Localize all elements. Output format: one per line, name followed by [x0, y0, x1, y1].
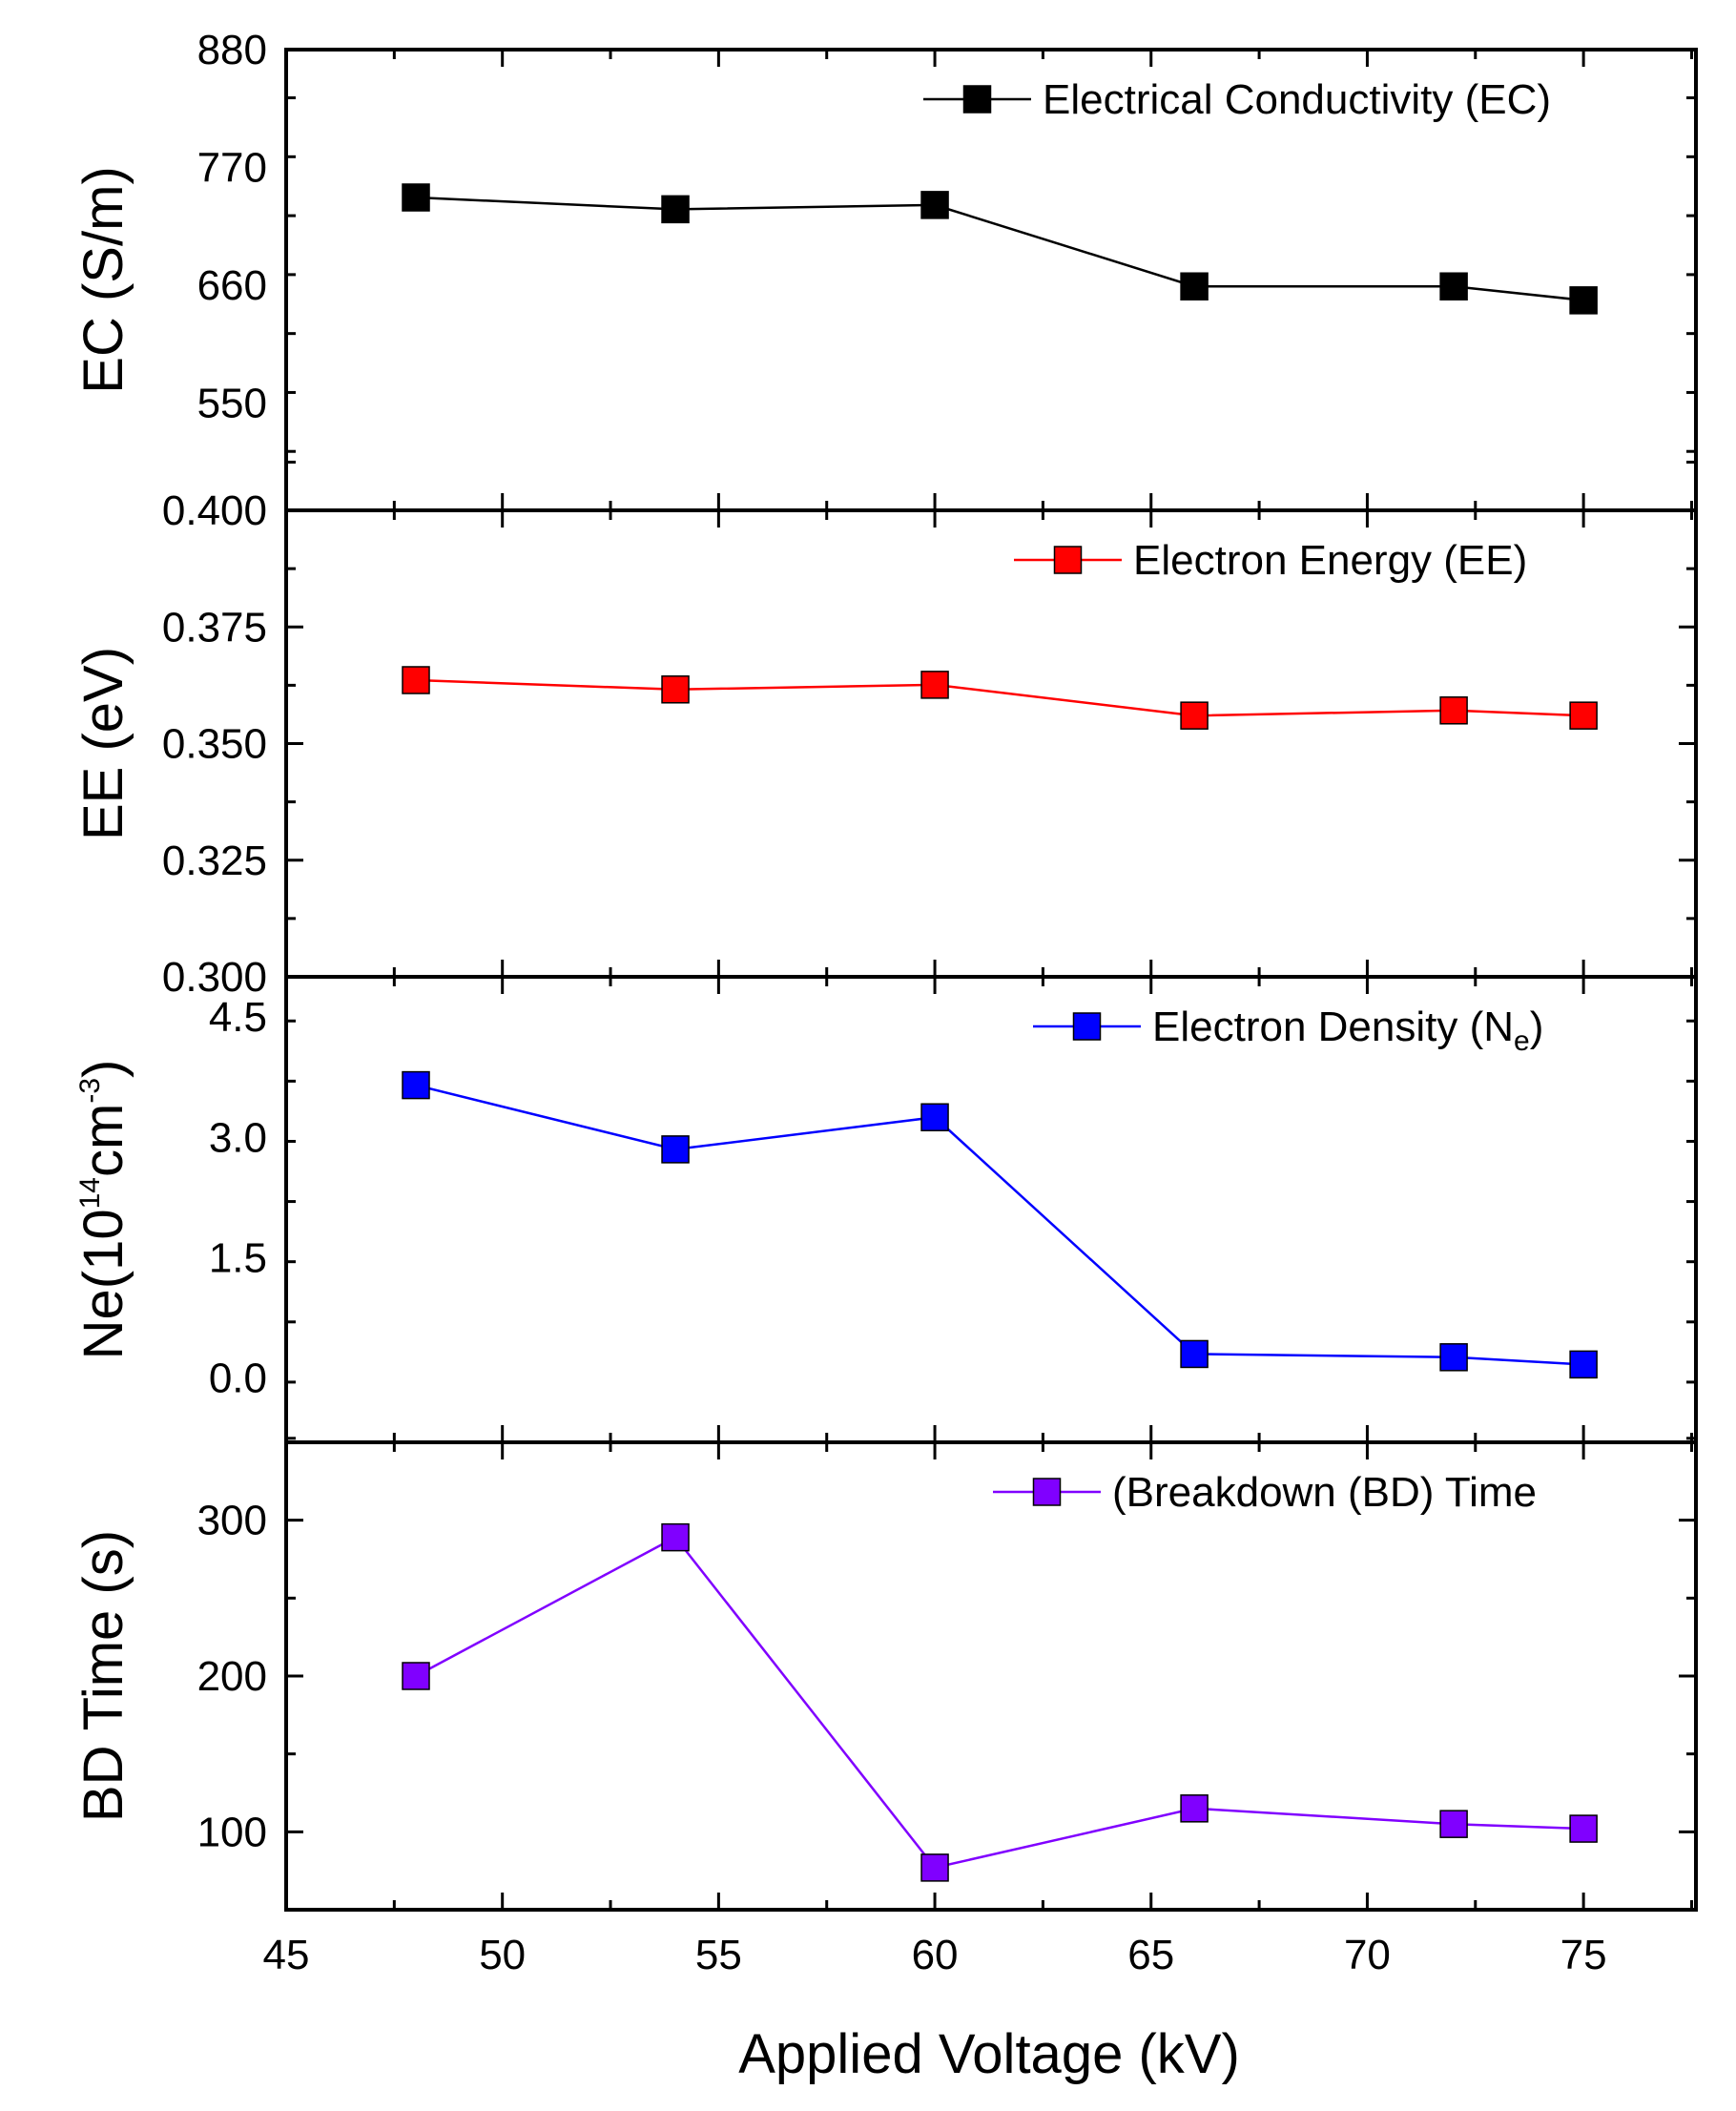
- x-tick-label: 60: [912, 1932, 959, 1978]
- y-tick-label: 3.0: [209, 1114, 267, 1161]
- y-tick-label: 0.0: [209, 1356, 267, 1402]
- series-line: [415, 678, 1584, 717]
- y-tick-label: 0.375: [162, 604, 267, 651]
- data-point: [1439, 1810, 1468, 1838]
- y-axis-title-part: -3: [74, 1078, 106, 1104]
- data-point: [661, 1135, 690, 1164]
- data-point: [1180, 1794, 1209, 1823]
- series-line: [415, 1536, 1584, 1870]
- data-point: [402, 1662, 430, 1690]
- legend-label: Electrical Conductivity (EC): [1043, 76, 1551, 123]
- x-tick-label: 65: [1127, 1932, 1174, 1978]
- data-point: [661, 195, 690, 224]
- data-point: [920, 671, 949, 699]
- x-tick-label: 75: [1560, 1932, 1607, 1978]
- legend-marker: [962, 85, 992, 114]
- data-point: [1180, 272, 1209, 300]
- legend-label: Electron Density (Ne): [1152, 1004, 1543, 1057]
- x-tick-label: 50: [479, 1932, 526, 1978]
- x-axis-title: Applied Voltage (kV): [738, 2023, 1240, 2085]
- data-point: [661, 1522, 690, 1552]
- y-tick-label: 0.325: [162, 838, 267, 884]
- data-point: [1180, 701, 1209, 730]
- legend-label: (Breakdown (BD) Time: [1112, 1469, 1537, 1516]
- panel-ec: 550 660 770 880 EC (S/m) Electrical Conductiv…: [72, 27, 1698, 512]
- legend-label-part: ): [1530, 1004, 1544, 1050]
- legend-label-part: Electron Density (N: [1152, 1004, 1514, 1050]
- y-tick-label: 880: [197, 27, 267, 73]
- data-point: [1439, 1343, 1468, 1372]
- y-tick-label: 0.300: [162, 954, 267, 1001]
- data-point: [920, 1853, 949, 1882]
- legend-label-sub: e: [1514, 1025, 1530, 1057]
- y-tick-label: 100: [197, 1809, 267, 1855]
- data-point: [402, 183, 430, 212]
- y-tick-label: 770: [197, 145, 267, 192]
- data-point: [1569, 701, 1598, 730]
- data-point: [402, 666, 430, 694]
- y-tick-label: 0.400: [162, 487, 267, 534]
- x-tick-label: 70: [1344, 1932, 1391, 1978]
- data-point: [1180, 1339, 1209, 1369]
- data-point: [1569, 286, 1598, 315]
- y-tick-label: 1.5: [209, 1234, 267, 1281]
- legend-marker: [1053, 546, 1083, 574]
- legend-marker: [1032, 1478, 1062, 1506]
- data-point: [402, 1070, 430, 1100]
- series-line: [415, 196, 1584, 302]
- data-point: [920, 191, 949, 219]
- y-tick-label: 4.5: [209, 994, 267, 1041]
- y-axis-title: EE (eV): [72, 647, 134, 840]
- data-point: [661, 675, 690, 704]
- series-line: [415, 1084, 1584, 1366]
- y-axis-title-part: Ne(10: [72, 1209, 134, 1359]
- legend-label: Electron Energy (EE): [1133, 537, 1527, 584]
- y-tick-label: 550: [197, 381, 267, 427]
- y-axis-title: EC (S/m): [72, 166, 134, 393]
- y-axis-title-part: 14: [74, 1177, 106, 1209]
- data-point: [1439, 696, 1468, 725]
- y-axis-title: BD Time (s): [72, 1530, 134, 1822]
- panel-ee: 0.300 0.325 0.350 0.375 0.400 EE (eV) Electron…: [72, 487, 1698, 1001]
- data-point: [1569, 1814, 1598, 1843]
- y-axis-title-part: cm: [72, 1104, 134, 1177]
- panel-bd: 100 200 300 BD Time (s) (Breakdown (BD) Time: [72, 1440, 1698, 1912]
- data-point: [1569, 1350, 1598, 1379]
- y-tick-label: 200: [197, 1653, 267, 1700]
- y-axis-title-part: ): [72, 1060, 134, 1078]
- data-point: [920, 1103, 949, 1131]
- legend-marker: [1072, 1012, 1102, 1041]
- y-axis-title: Ne(1014cm-3): [72, 1060, 134, 1360]
- y-tick-label: 300: [197, 1498, 267, 1544]
- x-tick-label: 55: [695, 1932, 742, 1978]
- y-tick-label: 0.350: [162, 721, 267, 768]
- data-point: [1439, 272, 1468, 300]
- y-tick-label: 660: [197, 262, 267, 309]
- x-tick-label: 45: [263, 1932, 310, 1978]
